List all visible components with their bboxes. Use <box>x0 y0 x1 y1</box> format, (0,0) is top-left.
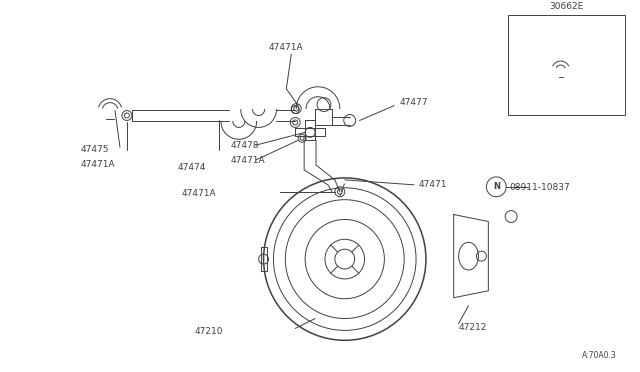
Text: 47474: 47474 <box>177 163 205 171</box>
Bar <box>508 16 625 115</box>
Text: 47212: 47212 <box>459 323 487 332</box>
Text: 47471A: 47471A <box>231 155 266 164</box>
Text: 47477: 47477 <box>399 98 428 107</box>
Text: 47471A: 47471A <box>181 189 216 198</box>
Text: 47471A: 47471A <box>269 43 303 52</box>
Text: 30662E: 30662E <box>550 1 584 10</box>
Text: 47475: 47475 <box>81 145 109 154</box>
Text: 47478: 47478 <box>231 141 259 150</box>
Text: N: N <box>493 182 500 191</box>
Text: 47210: 47210 <box>195 327 223 336</box>
Text: A:70A0.3: A:70A0.3 <box>582 351 617 360</box>
Text: 47471A: 47471A <box>81 160 115 169</box>
Text: 08911-10837: 08911-10837 <box>509 183 570 192</box>
Text: 47471: 47471 <box>419 180 447 189</box>
